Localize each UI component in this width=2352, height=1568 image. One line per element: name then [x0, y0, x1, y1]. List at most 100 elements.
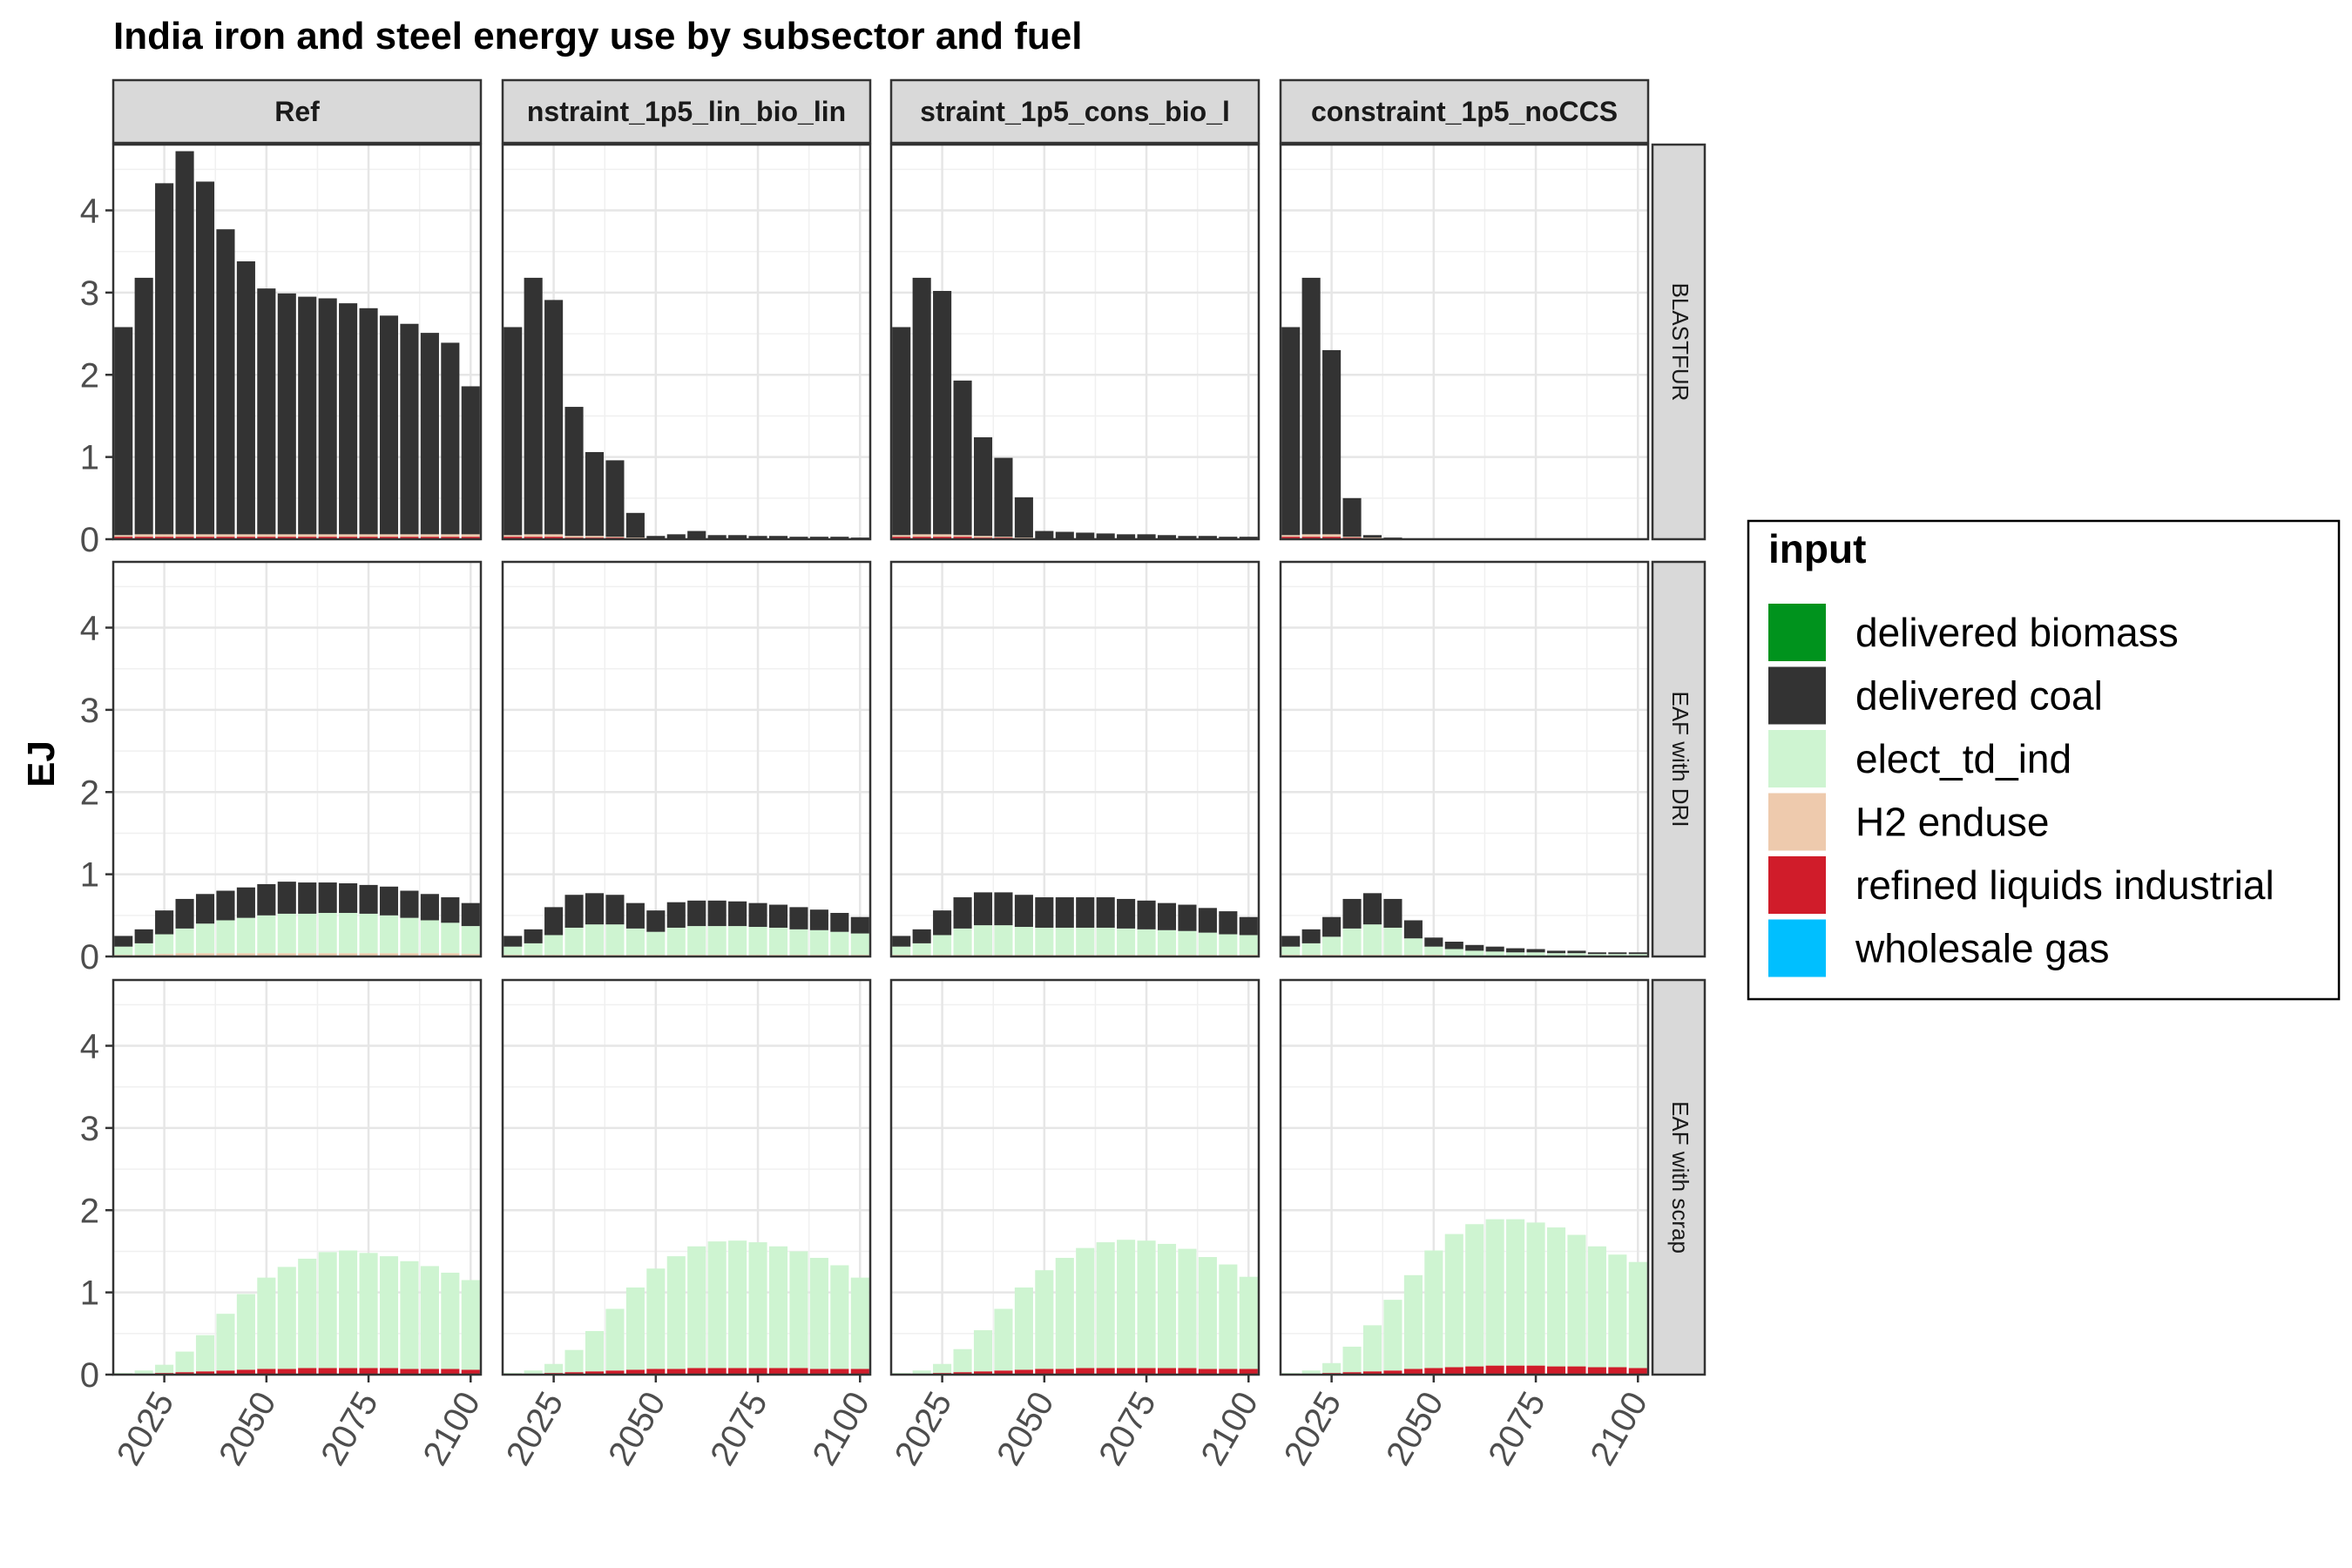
- bar-elect-td-ind: [953, 1348, 972, 1373]
- column-strip-background: [112, 78, 483, 145]
- bar-elect-td-ind: [114, 1373, 133, 1375]
- bar-elect-td-ind: [1403, 938, 1423, 956]
- x-tick-label: 2025: [499, 1386, 571, 1472]
- bar-h2-enduse: [625, 537, 645, 539]
- bar-elect-td-ind: [564, 927, 584, 956]
- bar-elect-td-ind: [420, 920, 439, 954]
- bar-delivered-coal: [318, 298, 337, 535]
- bar-elect-td-ind: [728, 926, 747, 956]
- bar-elect-td-ind: [1567, 953, 1586, 956]
- panel-border: [1279, 978, 1650, 1376]
- legend-swatch: [1768, 856, 1826, 914]
- bar-elect-td-ind: [1526, 1222, 1545, 1366]
- bar-delivered-coal: [707, 535, 727, 539]
- bar-delivered-coal: [1301, 929, 1321, 943]
- bar-refined-liquids-industrial: [1567, 1366, 1586, 1375]
- bar-delivered-coal: [134, 277, 153, 535]
- bar-elect-td-ind: [1281, 946, 1301, 956]
- bar-elect-td-ind: [768, 1246, 788, 1369]
- bar-elect-td-ind: [195, 923, 215, 954]
- panel-nstraint-1p5-lin-bio-lin-eaf-with-scrap: 2025 2050 2075 2100: [499, 978, 877, 1472]
- bar-h2-enduse: [216, 534, 235, 537]
- bar-h2-enduse: [789, 955, 808, 956]
- bar-delivered-coal: [933, 910, 952, 936]
- bar-h2-enduse: [1035, 955, 1054, 956]
- legend-swatch: [1768, 730, 1826, 787]
- bar-h2-enduse: [768, 955, 788, 956]
- bar-h2-enduse: [1281, 955, 1301, 956]
- bar-delivered-coal: [892, 327, 911, 536]
- bar-refined-liquids-industrial: [298, 537, 317, 539]
- bar-elect-td-ind: [1219, 1264, 1238, 1369]
- bar-h2-enduse: [524, 955, 543, 956]
- bar-refined-liquids-industrial: [605, 1370, 625, 1375]
- bar-elect-td-ind: [1137, 929, 1156, 956]
- legend-label: wholesale gas: [1855, 926, 2110, 971]
- panel-border: [889, 560, 1260, 958]
- bar-elect-td-ind: [175, 928, 194, 954]
- bar-elect-td-ind: [114, 946, 133, 956]
- legend-label: H2 enduse: [1855, 800, 2050, 845]
- bar-elect-td-ind: [1444, 1233, 1463, 1368]
- bar-elect-td-ind: [1157, 1243, 1177, 1369]
- bar-refined-liquids-industrial: [318, 1368, 337, 1375]
- bar-elect-td-ind: [1301, 1370, 1321, 1375]
- row-strip-background: [1651, 560, 1707, 958]
- bar-delivered-coal: [1342, 898, 1362, 929]
- bar-elect-td-ind: [277, 913, 296, 954]
- bar-refined-liquids-industrial: [953, 1372, 972, 1375]
- bar-refined-liquids-industrial: [1219, 1369, 1238, 1375]
- panel-nstraint-1p5-lin-bio-lin-eaf-with-dri: [501, 560, 872, 958]
- bar-delivered-coal: [441, 897, 460, 923]
- bar-elect-td-ind: [155, 1364, 174, 1374]
- bar-elect-td-ind: [1342, 1346, 1362, 1373]
- column-strip-background: [1279, 78, 1650, 145]
- column-strip-ref: Ref: [112, 78, 483, 145]
- bar-delivered-coal: [953, 380, 972, 536]
- bar-h2-enduse: [1055, 955, 1074, 956]
- column-strip-background: [501, 78, 872, 145]
- bar-elect-td-ind: [461, 926, 480, 955]
- bar-h2-enduse: [1117, 955, 1136, 956]
- row-strip-label: EAF with scrap: [1667, 1101, 1693, 1254]
- bar-refined-liquids-industrial: [155, 537, 174, 539]
- bar-h2-enduse: [1281, 535, 1301, 537]
- bar-h2-enduse: [625, 955, 645, 956]
- bar-refined-liquids-industrial: [585, 1371, 605, 1375]
- y-tick-label: 0: [80, 938, 99, 977]
- bar-elect-td-ind: [298, 913, 317, 954]
- bar-delivered-coal: [1198, 536, 1217, 539]
- bar-delivered-coal: [277, 882, 296, 914]
- bar-h2-enduse: [524, 534, 543, 537]
- bar-delivered-coal: [544, 907, 564, 936]
- bar-delivered-coal: [134, 929, 153, 943]
- bar-delivered-coal: [1383, 537, 1402, 539]
- bar-h2-enduse: [728, 955, 747, 956]
- bar-delivered-coal: [707, 900, 727, 927]
- bar-delivered-coal: [257, 883, 276, 916]
- bar-h2-enduse: [892, 955, 911, 956]
- bar-h2-enduse: [564, 536, 584, 538]
- bar-delivered-coal: [973, 436, 993, 537]
- bar-delivered-coal: [1383, 898, 1402, 928]
- column-strip-label: straint_1p5_cons_bio_l: [920, 96, 1230, 127]
- bar-delivered-coal: [687, 900, 706, 927]
- bar-h2-enduse: [400, 534, 419, 537]
- bar-delivered-coal: [1444, 942, 1463, 950]
- bar-delivered-coal: [544, 300, 564, 535]
- bar-elect-td-ind: [830, 1265, 849, 1369]
- bar-delivered-coal: [1055, 531, 1074, 539]
- bar-refined-liquids-industrial: [912, 537, 931, 539]
- bar-elect-td-ind: [1506, 1219, 1525, 1366]
- bar-elect-td-ind: [1096, 1242, 1115, 1369]
- bar-delivered-coal: [1219, 537, 1238, 539]
- bar-delivered-coal: [1403, 920, 1423, 939]
- bar-h2-enduse: [257, 534, 276, 537]
- bar-h2-enduse: [646, 955, 666, 956]
- panel-ref-eaf-with-scrap: 0 1 2 3 4 2025 2050 2075 2100: [80, 978, 488, 1472]
- panel-nstraint-1p5-lin-bio-lin-blastfur: [501, 143, 872, 541]
- panel-straint-1p5-cons-bio-l-blastfur: [889, 143, 1260, 541]
- bar-refined-liquids-industrial: [195, 537, 215, 539]
- bar-refined-liquids-industrial: [768, 1368, 788, 1375]
